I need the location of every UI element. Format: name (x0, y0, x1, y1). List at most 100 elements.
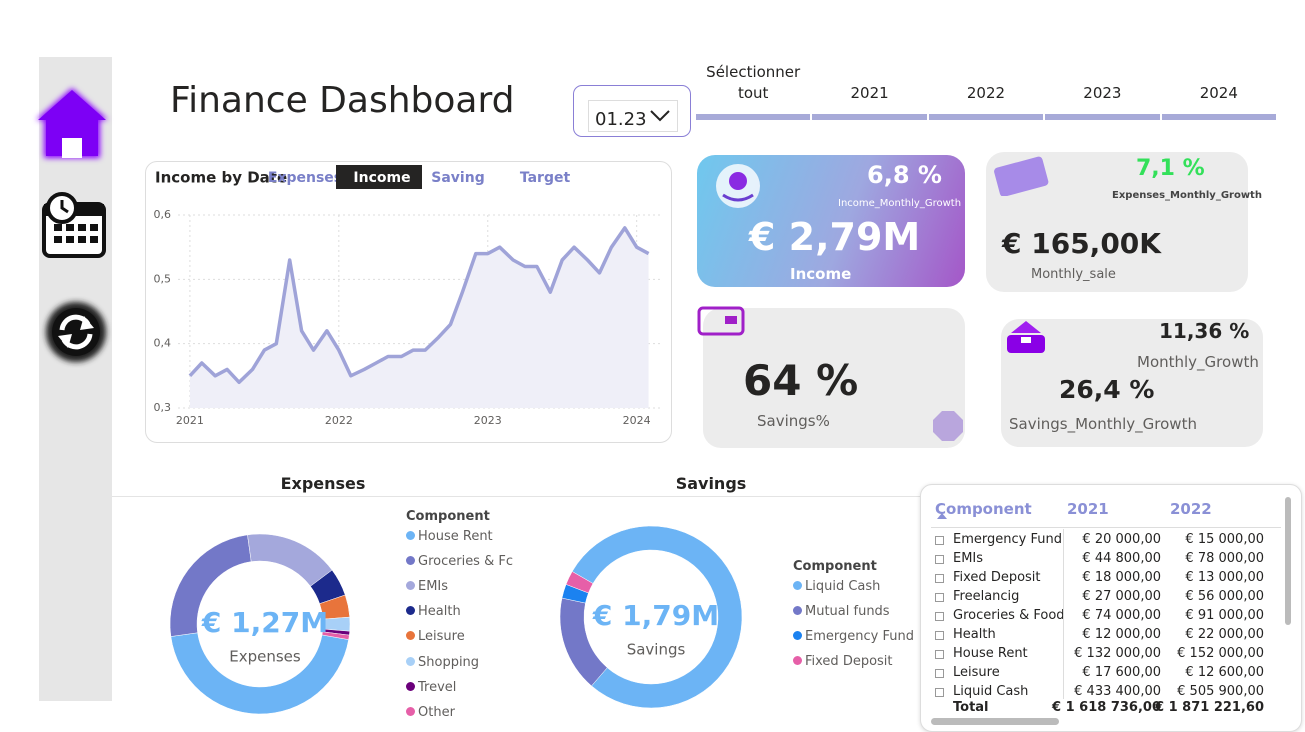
slicer-bar (1045, 114, 1160, 120)
donut-center-value: € 1,79M (592, 599, 719, 632)
table-cell: € 13 000,00 (1185, 570, 1264, 585)
table-row: Liquid Cash € 433 400,00 € 505 900,00 (921, 683, 1281, 702)
total-cell: € 1 618 736,00 (1052, 700, 1161, 715)
table-row: Groceries & Food € 74 000,00 € 91 000,00 (921, 607, 1281, 626)
donut-slice (310, 569, 346, 605)
legend-label: EMIs (418, 579, 449, 595)
h-scrollbar[interactable] (931, 718, 1059, 725)
donut-slice (247, 533, 333, 587)
row-label: Freelancig (953, 589, 1020, 604)
table-cell: € 44 800,00 (1082, 551, 1161, 566)
savings-label: Savings% (757, 412, 830, 430)
total-label: Total (953, 700, 989, 715)
savings-value: 64 % (743, 356, 859, 405)
slicer-item[interactable]: 2023 (1045, 62, 1160, 120)
header-rule (931, 527, 1281, 528)
slicer-label: 2023 (1083, 84, 1122, 102)
table-cell: € 20 000,00 (1082, 532, 1161, 547)
legend-swatch (406, 656, 415, 666)
chart-tab[interactable]: Income (353, 170, 410, 186)
x-tick-label: 2022 (325, 414, 353, 427)
legend-swatch (406, 581, 415, 591)
income-growth: 6,8 % (867, 161, 942, 189)
table-cell: € 56 000,00 (1185, 589, 1264, 604)
table-row: EMIs € 44 800,00 € 78 000,00 (921, 550, 1281, 569)
date-dropdown[interactable]: 01.23 (573, 85, 691, 137)
legend-label: Groceries & Fc (418, 554, 513, 570)
chart-tab[interactable]: Target (520, 170, 571, 186)
income-card: 6,8 % Income_Monthly_Growth € 2,79M Inco… (697, 155, 965, 287)
slicer-label: 2021 (850, 84, 889, 102)
income-growth-label: Income_Monthly_Growth (838, 198, 962, 209)
expand-toggle (935, 574, 944, 583)
chart-tab[interactable]: Expenses (268, 170, 342, 186)
slicer-item[interactable]: 2021 (812, 62, 927, 120)
donut-center-value: € 1,27M (201, 606, 328, 639)
legend-swatch (406, 631, 415, 641)
table-cell: € 12 600,00 (1185, 665, 1264, 680)
legend-item: Shopping (406, 655, 479, 670)
home-button[interactable] (36, 88, 108, 158)
expenses-growth: 7,1 % (1136, 156, 1205, 181)
table-cell: € 15 000,00 (1185, 532, 1264, 547)
slicer-item[interactable]: 2024 (1161, 62, 1276, 120)
savings-badge (933, 411, 963, 441)
table-row: Fixed Deposit € 18 000,00 € 13 000,00 (921, 569, 1281, 588)
donut-slice (319, 594, 351, 620)
table-row: House Rent € 132 000,00 € 152 000,00 (921, 645, 1281, 664)
legend-label: Fixed Deposit (805, 654, 893, 669)
savings-growth-label: Savings_Monthly_Growth (1009, 415, 1197, 433)
y-tick-label: 0,5 (154, 272, 172, 285)
expand-toggle (935, 669, 944, 678)
legend-item: EMIs (406, 579, 448, 594)
donut-center-label: Expenses (229, 648, 301, 666)
row-label: Liquid Cash (953, 684, 1029, 699)
row-label: Emergency Fund (953, 532, 1062, 547)
line-chart: Income by Date Expenses Income Saving Targe… (154, 165, 662, 427)
slicer-label: 2022 (966, 84, 1006, 102)
sort-arrow[interactable] (937, 513, 947, 519)
expand-toggle (935, 612, 944, 621)
sidebar (39, 57, 112, 701)
chart-title: Income by Date (155, 169, 287, 187)
legend-swatch (793, 631, 802, 640)
table-row: Emergency Fund € 20 000,00 € 15 000,00 (921, 531, 1281, 550)
expand-toggle (935, 650, 944, 659)
table-cell: € 27 000,00 (1082, 589, 1161, 604)
legend-swatch (406, 556, 415, 566)
calendar-button[interactable] (42, 192, 106, 258)
slicer-item[interactable]: 2022 (928, 62, 1044, 120)
expand-toggle (935, 593, 944, 602)
legend-item: House Rent (406, 529, 493, 544)
card-icon (994, 156, 1049, 196)
x-tick-label: 2024 (623, 414, 651, 427)
legend-item: Mutual funds (793, 604, 890, 619)
legend-swatch (406, 531, 415, 540)
row-label: Health (953, 627, 996, 642)
total-row: Total € 1 618 736,00 € 1 871 221,60 (921, 699, 1281, 717)
donut-slice (322, 616, 351, 632)
legend-label: Other (418, 704, 455, 720)
legend-label: Trevel (418, 679, 457, 695)
legend-label: Shopping (418, 654, 480, 670)
slicer-label: 2024 (1199, 84, 1238, 102)
expenses-value: € 165,00K (1002, 227, 1161, 260)
chart-title: Savings (675, 474, 747, 493)
table-header: 2021 (1067, 500, 1109, 518)
expand-toggle (935, 536, 944, 545)
income-value: € 2,79M (749, 215, 921, 259)
table-cell: € 505 900,00 (1177, 684, 1264, 699)
sidebar-icons (36, 88, 108, 362)
table-row: Leisure € 17 600,00 € 12 600,00 (921, 664, 1281, 683)
y-tick-label: 0,6 (154, 208, 172, 221)
legend-label: Mutual funds (805, 604, 890, 619)
dropdown-chevron (650, 110, 670, 122)
expenses-growth-label: Expenses_Monthly_Growth (1112, 190, 1262, 201)
v-scrollbar[interactable] (1285, 497, 1291, 625)
chart-tab[interactable]: Saving (431, 170, 484, 186)
legend-label: Liquid Cash (805, 579, 881, 594)
refresh-button[interactable] (46, 302, 106, 362)
table-cell: € 152 000,00 (1177, 646, 1264, 661)
slicer-item[interactable]: Sélectionner tout (696, 62, 811, 120)
